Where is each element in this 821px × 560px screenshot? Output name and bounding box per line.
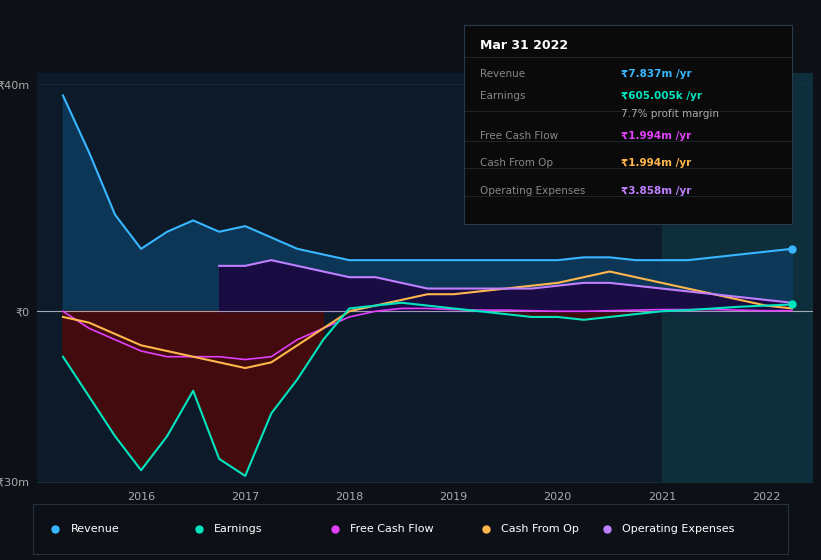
Text: Revenue: Revenue — [71, 524, 119, 534]
Text: ₹605.005k /yr: ₹605.005k /yr — [621, 91, 703, 101]
Text: ₹1.994m /yr: ₹1.994m /yr — [621, 130, 692, 141]
Text: Cash From Op: Cash From Op — [501, 524, 579, 534]
Text: ₹1.994m /yr: ₹1.994m /yr — [621, 158, 692, 169]
Text: 7.7% profit margin: 7.7% profit margin — [621, 109, 719, 119]
Text: Operating Expenses: Operating Expenses — [480, 186, 585, 196]
Bar — [662, 73, 813, 482]
Text: ₹3.858m /yr: ₹3.858m /yr — [621, 186, 692, 196]
Text: Revenue: Revenue — [480, 69, 525, 79]
Text: Free Cash Flow: Free Cash Flow — [350, 524, 433, 534]
Text: Earnings: Earnings — [214, 524, 263, 534]
Text: Free Cash Flow: Free Cash Flow — [480, 130, 558, 141]
Text: Mar 31 2022: Mar 31 2022 — [480, 39, 568, 52]
Text: ₹7.837m /yr: ₹7.837m /yr — [621, 69, 692, 79]
Text: Cash From Op: Cash From Op — [480, 158, 553, 169]
Text: Earnings: Earnings — [480, 91, 525, 101]
Text: Operating Expenses: Operating Expenses — [622, 524, 734, 534]
